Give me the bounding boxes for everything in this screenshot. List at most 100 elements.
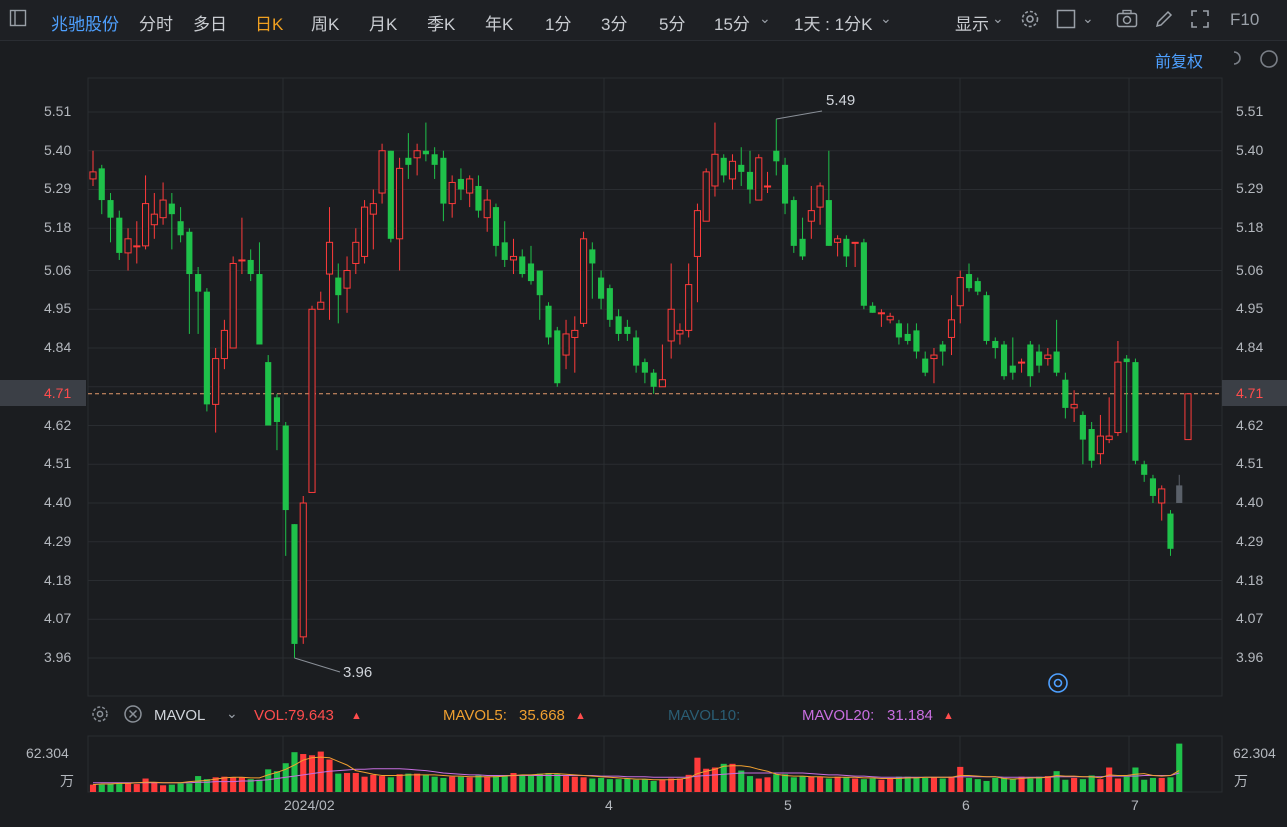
candle bbox=[1141, 460, 1148, 482]
candle bbox=[554, 326, 561, 387]
volume-bar bbox=[466, 777, 473, 792]
candle-body bbox=[939, 344, 946, 352]
candle-body bbox=[360, 206, 369, 257]
price-tick-label: 4.84 bbox=[1236, 339, 1264, 355]
camera-icon[interactable] bbox=[1116, 9, 1138, 34]
candle-body bbox=[1070, 403, 1078, 409]
indicator-name[interactable]: MAVOL bbox=[154, 707, 206, 724]
candle bbox=[466, 175, 474, 208]
volume-bar bbox=[904, 776, 911, 792]
candle-body bbox=[992, 340, 999, 349]
volume-bar bbox=[974, 779, 981, 792]
candle-body bbox=[702, 171, 710, 222]
volume-bar bbox=[186, 783, 193, 792]
candle-body bbox=[974, 281, 981, 292]
chevron-down-icon[interactable]: ⌄ bbox=[1082, 10, 1094, 26]
volume-bar bbox=[948, 776, 955, 792]
volume-bar bbox=[475, 775, 482, 792]
candle-body bbox=[527, 263, 535, 282]
volume-bar bbox=[983, 780, 990, 792]
candle bbox=[273, 393, 281, 451]
candle-body bbox=[1062, 379, 1069, 408]
candle bbox=[177, 207, 184, 243]
chevron-down-icon[interactable]: ⌄ bbox=[226, 705, 238, 721]
period-tab-duori[interactable]: 多日 bbox=[193, 15, 227, 34]
mavol5-up-arrow-icon: ▲ bbox=[575, 710, 586, 722]
candle-body bbox=[571, 329, 579, 338]
candle bbox=[150, 193, 158, 239]
volume-bar bbox=[746, 776, 754, 792]
volume-bar bbox=[668, 778, 675, 792]
candle-body bbox=[728, 160, 737, 180]
close-icon[interactable] bbox=[123, 704, 143, 729]
volume-bar bbox=[124, 783, 132, 792]
gear-icon[interactable] bbox=[90, 704, 110, 729]
candle-body bbox=[317, 301, 325, 310]
chevron-down-icon[interactable]: ⌄ bbox=[880, 10, 892, 26]
f10-button[interactable]: F10 bbox=[1230, 10, 1260, 29]
multi-period-select[interactable]: 1天 : 1分K bbox=[794, 15, 873, 34]
candle-body bbox=[886, 315, 894, 321]
checkbox-icon[interactable] bbox=[1056, 9, 1076, 34]
price-tick-label: 5.06 bbox=[1236, 261, 1264, 278]
display-menu[interactable]: 显示 bbox=[955, 15, 989, 34]
volume-bar bbox=[1044, 776, 1051, 792]
candle-body bbox=[256, 274, 263, 345]
volume-bar bbox=[580, 777, 587, 792]
volume-bar bbox=[151, 782, 158, 792]
volume-axis-unit-right: 万 bbox=[1234, 773, 1248, 789]
at-symbol-icon[interactable] bbox=[1047, 672, 1069, 699]
candle-body bbox=[1017, 361, 1026, 364]
candle bbox=[913, 323, 920, 359]
volume-bar bbox=[449, 776, 456, 792]
candle-body bbox=[869, 305, 876, 313]
period-tab-1min[interactable]: 1分 bbox=[545, 15, 572, 34]
volume-bar bbox=[501, 775, 508, 792]
candle-body bbox=[195, 274, 202, 292]
candle-body bbox=[1105, 435, 1113, 441]
circle-icon[interactable] bbox=[1258, 48, 1280, 75]
gear-icon[interactable] bbox=[1019, 8, 1041, 35]
chevron-down-icon[interactable]: ⌄ bbox=[759, 10, 771, 26]
adjust-mode-label[interactable]: 前复权 bbox=[1155, 54, 1204, 71]
period-tab-weekly[interactable]: 周K bbox=[311, 15, 340, 34]
stock-name[interactable]: 兆驰股份 bbox=[51, 15, 119, 34]
volume-bar bbox=[545, 773, 552, 792]
fullscreen-icon[interactable] bbox=[1190, 9, 1210, 34]
candle-body bbox=[641, 362, 648, 373]
candle-body bbox=[343, 270, 351, 289]
candle bbox=[755, 154, 763, 201]
period-tab-fenshi[interactable]: 分时 bbox=[139, 15, 173, 34]
mavol20-up-arrow-icon: ▲ bbox=[943, 710, 954, 722]
period-tab-daily[interactable]: 日K bbox=[255, 15, 284, 34]
period-tab-15min[interactable]: 15分 bbox=[714, 15, 750, 34]
volume-bar bbox=[510, 773, 517, 792]
period-tab-monthly[interactable]: 月K bbox=[369, 15, 398, 34]
period-tab-yearly[interactable]: 年K bbox=[485, 15, 514, 34]
candle-body bbox=[265, 362, 272, 426]
candle-body bbox=[509, 255, 518, 261]
volume-bar bbox=[379, 776, 386, 792]
price-tick-label: 5.40 bbox=[1236, 141, 1264, 158]
volume-bar bbox=[598, 777, 605, 792]
candle bbox=[983, 291, 990, 345]
candle bbox=[308, 305, 316, 493]
candle bbox=[834, 235, 842, 257]
chevron-down-icon[interactable]: ⌄ bbox=[992, 10, 1004, 26]
candle-body bbox=[150, 213, 158, 226]
candle bbox=[422, 122, 429, 162]
period-tab-3min[interactable]: 3分 bbox=[601, 15, 628, 34]
undo-icon[interactable] bbox=[1227, 48, 1247, 73]
candle-body bbox=[843, 238, 850, 257]
period-tab-5min[interactable]: 5分 bbox=[659, 15, 686, 34]
volume-bar bbox=[300, 754, 307, 792]
volume-bar bbox=[221, 776, 228, 792]
candle-body bbox=[685, 284, 693, 331]
period-tab-quarterly[interactable]: 季K bbox=[427, 15, 456, 34]
pencil-icon[interactable] bbox=[1154, 9, 1174, 34]
candle-body bbox=[308, 308, 316, 493]
sidebar-toggle-icon[interactable] bbox=[9, 9, 27, 32]
candle bbox=[440, 150, 447, 222]
candle-body bbox=[1114, 361, 1122, 434]
